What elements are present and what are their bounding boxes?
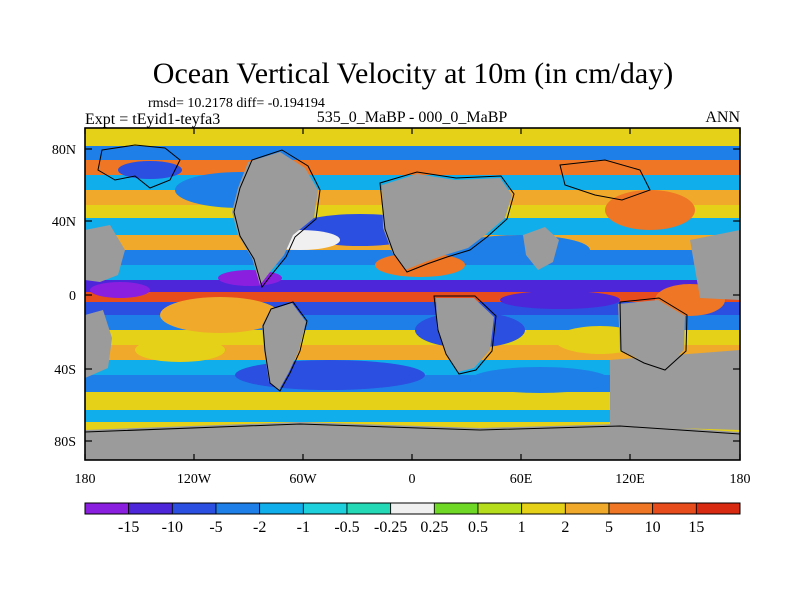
colorbar-label: -1: [297, 519, 310, 536]
x-tick-label: 0: [409, 472, 416, 487]
field-band: [85, 292, 740, 302]
land-polygon: [232, 152, 318, 285]
x-tick-label: 180: [75, 472, 96, 487]
colorbar-label: 15: [688, 519, 704, 536]
coastline-outlines: [85, 144, 740, 435]
y-tick-label: 80S: [54, 435, 76, 450]
land-mask: [85, 152, 740, 460]
field-band: [85, 128, 740, 146]
colorbar-swatch: [652, 502, 697, 515]
land-polygon: [85, 422, 740, 460]
colorbar-swatch: [84, 502, 130, 515]
chart-title: Ocean Vertical Velocity at 10m (in cm/da…: [153, 57, 673, 90]
y-tick-label: 0: [69, 289, 76, 304]
center-subtitle: 535_0_MaBP - 000_0_MaBP: [317, 109, 508, 126]
coastline-path: [619, 297, 688, 371]
colorbar-label: -0.25: [374, 519, 407, 536]
experiment-label: Expt = tEyid1-teyfa3: [85, 111, 220, 128]
colorbar-label: 10: [645, 519, 661, 536]
land-polygon: [618, 300, 685, 368]
colorbar-swatch: [521, 502, 566, 515]
colorbar-swatch: [215, 502, 261, 515]
land-polygon: [382, 174, 512, 270]
colorbar-swatch: [259, 502, 304, 515]
stats-line: rmsd= 10.2178 diff= -0.194194: [148, 96, 325, 111]
field-band: [85, 410, 740, 422]
land-polygon: [436, 298, 494, 372]
field-band: [85, 280, 740, 292]
coastline-path: [85, 423, 740, 435]
coastline-path: [433, 295, 497, 375]
colorbar-label: 5: [605, 519, 613, 536]
map-plot-area: [84, 127, 741, 461]
colorbar-frame: [84, 502, 741, 515]
x-tick-label: 60E: [510, 472, 533, 487]
colorbar-swatch: [390, 502, 435, 515]
colorbar-label: 1: [518, 519, 526, 536]
y-tick-label: 40N: [52, 215, 76, 230]
land-polygon: [262, 303, 306, 390]
coastline-path: [97, 144, 181, 189]
coastline-path: [559, 159, 651, 201]
colorbar-swatch: [128, 502, 173, 515]
field-patch: [135, 338, 225, 362]
field-patch: [470, 367, 610, 393]
y-tick-label: 80N: [52, 143, 76, 158]
season-label: ANN: [705, 109, 740, 126]
x-tick-label: 180: [730, 472, 751, 487]
colorbar-label: -5: [209, 519, 222, 536]
colorbar-label: 0.5: [468, 519, 488, 536]
map-axes: 180 120W 60W 0 60E 120E 180 80N 40N 0 40S 80S: [52, 128, 751, 487]
land-polygon: [85, 225, 125, 282]
colorbar-label: -15: [118, 519, 139, 536]
colorbar: -15 -10 -5 -2 -1 -0.5 -0.25 0.25 0.5 1 2 5 10 15: [84, 502, 741, 536]
land-polygon: [85, 310, 112, 378]
field-patch: [500, 291, 620, 309]
colorbar-label: -10: [162, 519, 183, 536]
coastline-path: [262, 301, 308, 392]
coastline-path: [379, 171, 515, 273]
x-tick-label: 120W: [177, 472, 212, 487]
land-polygon: [610, 350, 740, 430]
colorbar-label: 2: [561, 519, 569, 536]
colorbar-swatch: [433, 502, 479, 515]
colorbar-label: -2: [253, 519, 266, 536]
colorbar-swatch: [477, 502, 523, 515]
colorbar-swatch: [302, 502, 348, 515]
field-band: [85, 146, 740, 160]
y-tick-label: 40S: [54, 363, 76, 378]
field-patch: [90, 282, 150, 298]
colorbar-swatch: [608, 502, 654, 515]
land-polygon: [523, 227, 559, 270]
x-tick-label: 120E: [615, 472, 645, 487]
colorbar-label: -0.5: [334, 519, 359, 536]
coastline-path: [233, 149, 321, 289]
field-patch: [118, 161, 182, 179]
field-patch: [235, 360, 425, 390]
colorbar-swatch: [171, 502, 217, 515]
land-polygon: [690, 230, 740, 300]
field-band: [85, 392, 740, 410]
colorbar-label: 0.25: [420, 519, 448, 536]
colorbar-swatch: [695, 502, 741, 515]
field-patch: [218, 270, 282, 286]
colorbar-swatch: [346, 502, 392, 515]
colorbar-swatch: [564, 502, 610, 515]
field-patch: [605, 190, 695, 230]
field-patch: [160, 297, 280, 333]
x-tick-label: 60W: [289, 472, 317, 487]
